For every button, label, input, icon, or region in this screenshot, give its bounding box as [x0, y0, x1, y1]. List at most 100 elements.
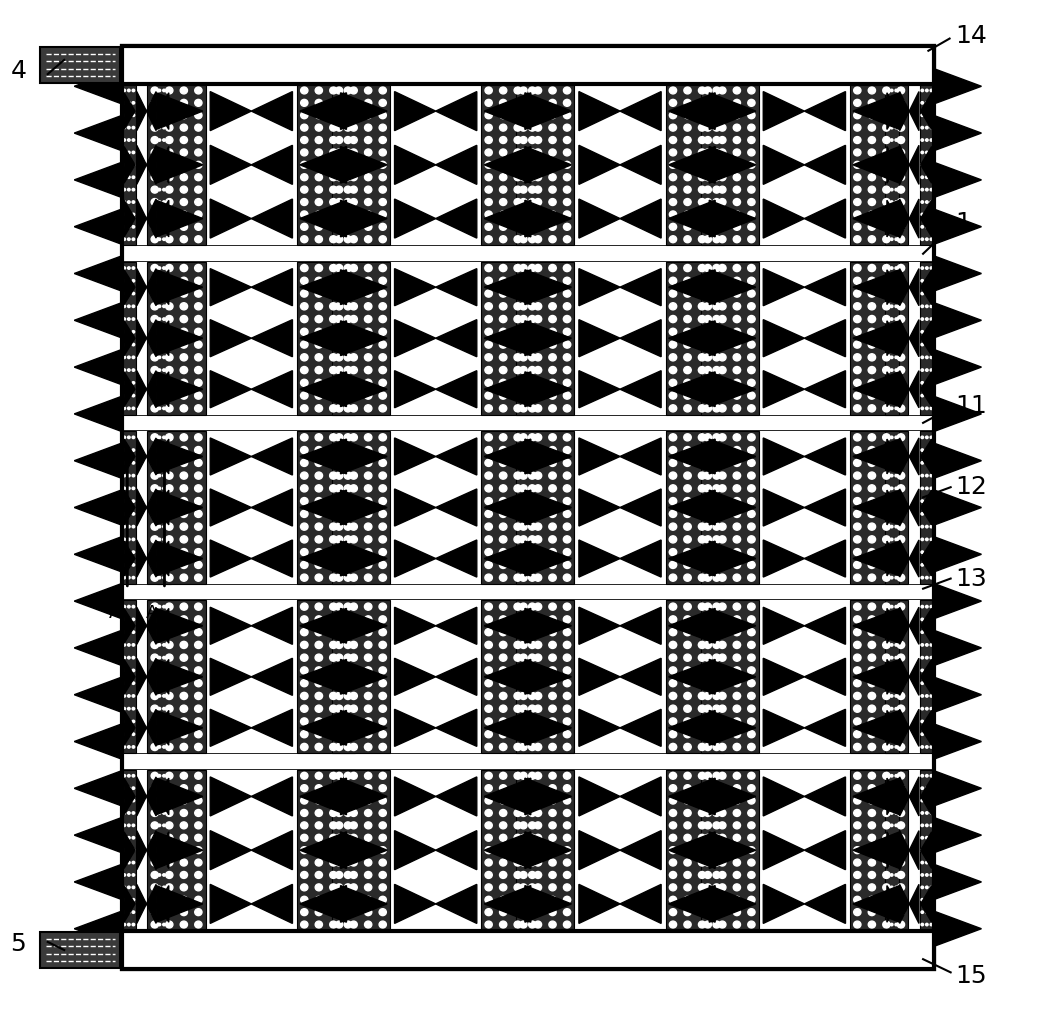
- Circle shape: [194, 433, 202, 441]
- Circle shape: [528, 772, 536, 780]
- Circle shape: [854, 574, 862, 582]
- Circle shape: [485, 654, 492, 661]
- Circle shape: [379, 718, 386, 725]
- Polygon shape: [146, 607, 156, 645]
- Circle shape: [890, 213, 893, 215]
- Circle shape: [535, 497, 542, 504]
- Circle shape: [330, 124, 337, 131]
- Polygon shape: [934, 490, 981, 525]
- Circle shape: [300, 847, 308, 854]
- Polygon shape: [909, 776, 919, 816]
- Circle shape: [315, 536, 323, 543]
- Circle shape: [528, 921, 536, 928]
- Circle shape: [883, 731, 890, 738]
- Circle shape: [698, 772, 706, 780]
- Circle shape: [563, 810, 571, 816]
- Circle shape: [379, 705, 386, 713]
- Circle shape: [713, 459, 720, 467]
- Circle shape: [330, 354, 337, 361]
- Circle shape: [698, 523, 706, 530]
- Circle shape: [549, 511, 556, 518]
- Circle shape: [895, 862, 898, 864]
- Circle shape: [705, 908, 712, 916]
- Polygon shape: [909, 540, 919, 578]
- Circle shape: [854, 872, 860, 878]
- Circle shape: [151, 316, 158, 323]
- Circle shape: [151, 235, 158, 243]
- Circle shape: [886, 102, 888, 105]
- Circle shape: [528, 810, 536, 816]
- Circle shape: [520, 485, 527, 492]
- Circle shape: [365, 884, 371, 891]
- Polygon shape: [124, 200, 135, 236]
- Circle shape: [166, 174, 173, 181]
- Circle shape: [500, 497, 507, 504]
- Circle shape: [925, 849, 928, 852]
- Circle shape: [180, 265, 188, 272]
- Circle shape: [133, 163, 135, 166]
- Circle shape: [151, 354, 158, 361]
- Circle shape: [168, 669, 170, 672]
- Circle shape: [123, 449, 125, 452]
- Circle shape: [127, 114, 131, 117]
- Circle shape: [335, 186, 343, 193]
- Circle shape: [925, 449, 928, 452]
- Polygon shape: [158, 146, 169, 183]
- Circle shape: [350, 174, 358, 181]
- Polygon shape: [300, 779, 347, 815]
- Circle shape: [748, 536, 755, 543]
- Circle shape: [683, 731, 692, 738]
- Circle shape: [162, 605, 166, 608]
- Circle shape: [898, 785, 905, 792]
- Circle shape: [350, 718, 358, 725]
- Circle shape: [535, 822, 541, 829]
- Polygon shape: [158, 490, 169, 525]
- Circle shape: [705, 921, 712, 928]
- Circle shape: [195, 785, 202, 792]
- Circle shape: [549, 574, 556, 582]
- Polygon shape: [804, 607, 846, 645]
- Polygon shape: [210, 607, 251, 645]
- Circle shape: [335, 447, 343, 454]
- Circle shape: [748, 859, 755, 866]
- Polygon shape: [300, 541, 347, 576]
- Circle shape: [868, 302, 875, 310]
- Circle shape: [683, 354, 692, 361]
- Circle shape: [886, 318, 888, 321]
- Polygon shape: [525, 608, 572, 644]
- Circle shape: [528, 405, 536, 412]
- Circle shape: [895, 513, 898, 515]
- Circle shape: [350, 561, 358, 568]
- Circle shape: [335, 731, 343, 738]
- Circle shape: [535, 667, 542, 674]
- Circle shape: [748, 223, 755, 230]
- Circle shape: [718, 112, 726, 119]
- Text: 4: 4: [11, 59, 27, 83]
- Circle shape: [535, 859, 541, 866]
- Circle shape: [168, 721, 170, 723]
- Circle shape: [151, 149, 158, 156]
- Circle shape: [930, 395, 933, 397]
- Polygon shape: [436, 489, 476, 526]
- Circle shape: [350, 472, 358, 479]
- Polygon shape: [158, 270, 169, 304]
- Circle shape: [549, 497, 556, 504]
- Circle shape: [705, 743, 712, 750]
- Circle shape: [921, 163, 923, 166]
- Circle shape: [733, 447, 741, 454]
- Circle shape: [350, 822, 358, 829]
- Circle shape: [705, 328, 712, 335]
- Circle shape: [127, 163, 131, 166]
- Circle shape: [921, 707, 923, 709]
- Circle shape: [883, 124, 890, 131]
- Circle shape: [315, 112, 323, 119]
- Circle shape: [921, 474, 923, 477]
- Circle shape: [180, 472, 188, 479]
- Circle shape: [123, 225, 125, 228]
- Circle shape: [535, 511, 542, 518]
- Circle shape: [300, 628, 308, 635]
- Circle shape: [854, 654, 862, 661]
- Circle shape: [350, 616, 358, 623]
- Circle shape: [854, 447, 862, 454]
- Circle shape: [350, 896, 358, 903]
